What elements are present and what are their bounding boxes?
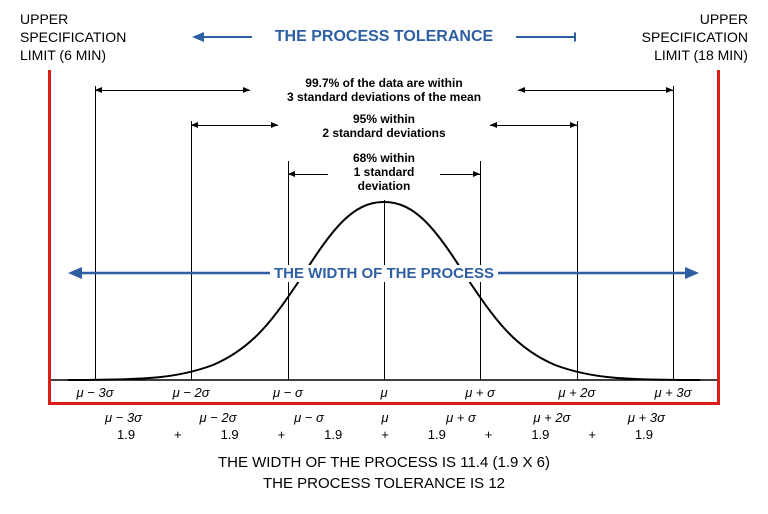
calc-mu: μ (381, 410, 388, 425)
r1-l2: 1 standard (354, 165, 415, 179)
calc-m2: μ − 2σ (200, 410, 237, 425)
axis-mu: μ (380, 385, 387, 400)
calc-v3: 1.9 (324, 427, 342, 442)
calc-p2: μ + 2σ (533, 410, 570, 425)
range-2sigma-arrow-l (191, 125, 278, 126)
axis-p1: μ + σ (465, 385, 495, 400)
axis-p3: μ + 3σ (654, 385, 691, 400)
calc-m3: μ − 3σ (105, 410, 142, 425)
r3-l2: 3 standard deviations of the mean (287, 90, 481, 104)
width-of-process-label: THE WIDTH OF THE PROCESS (270, 265, 498, 282)
r1-l3: deviation (358, 179, 411, 193)
left-spec-l2: SPECIFICATION (20, 29, 126, 45)
footer-l2: THE PROCESS TOLERANCE IS 12 (0, 473, 768, 494)
range-3sigma-arrow-l (95, 90, 250, 91)
axis-m2: μ − 2σ (173, 385, 210, 400)
tick (577, 121, 578, 129)
r2-l1: 95% within (353, 112, 415, 126)
range-3sigma-arrow-r (518, 90, 673, 91)
right-spec-label: UPPER SPECIFICATION LIMIT (18 MIN) (598, 10, 748, 65)
right-spec-l2: SPECIFICATION (642, 29, 748, 45)
calc-v2: 1.9 (221, 427, 239, 442)
header: UPPER SPECIFICATION LIMIT (6 MIN) THE PR… (0, 0, 768, 70)
right-spec-l3: LIMIT (18 MIN) (654, 47, 748, 63)
calc-plus: + (174, 427, 182, 442)
sigma-line-m3 (95, 90, 96, 380)
range-1sigma-label: 68% within 1 standard deviation (353, 152, 415, 193)
tick (480, 161, 481, 169)
calc-p1: μ + σ (446, 410, 476, 425)
tick (673, 86, 674, 94)
right-spec-l1: UPPER (700, 11, 748, 27)
left-spec-l1: UPPER (20, 11, 68, 27)
calc-v5: 1.9 (531, 427, 549, 442)
calc-m1: μ − σ (294, 410, 324, 425)
sigma-line-p3 (673, 90, 674, 380)
range-3sigma-label: 99.7% of the data are within 3 standard … (287, 76, 481, 104)
sigma-line-p2 (577, 125, 578, 380)
axis-m3: μ − 3σ (77, 385, 114, 400)
calc-row: μ − 3σ μ − 2σ μ − σ μ μ + σ μ + 2σ μ + 3… (95, 410, 675, 442)
calc-v4: 1.9 (428, 427, 446, 442)
r3-l1: 99.7% of the data are within (305, 76, 462, 90)
left-spec-label: UPPER SPECIFICATION LIMIT (6 MIN) (20, 10, 170, 65)
chart-area: 99.7% of the data are within 3 standard … (48, 70, 720, 405)
arrow-right-icon (516, 29, 576, 45)
calc-p3: μ + 3σ (628, 410, 665, 425)
calc-plus: + (278, 427, 286, 442)
calc-plus: + (381, 427, 389, 442)
r1-l1: 68% within (353, 151, 415, 165)
left-spec-l3: LIMIT (6 MIN) (20, 47, 106, 63)
calc-v6: 1.9 (635, 427, 653, 442)
calc-v1: 1.9 (117, 427, 135, 442)
range-2sigma-label: 95% within 2 standard deviations (322, 112, 445, 140)
calc-plus: + (485, 427, 493, 442)
range-2sigma-arrow-r (490, 125, 577, 126)
range-1sigma-arrow-r (440, 174, 480, 175)
page-title: THE PROCESS TOLERANCE (275, 28, 493, 46)
footer: THE WIDTH OF THE PROCESS IS 11.4 (1.9 X … (0, 452, 768, 494)
arrow-left-icon (192, 29, 252, 45)
footer-l1: THE WIDTH OF THE PROCESS IS 11.4 (1.9 X … (0, 452, 768, 473)
range-1sigma-arrow-l (288, 174, 328, 175)
calc-plus: + (588, 427, 596, 442)
sigma-line-m2 (191, 125, 192, 380)
sigma-line-mu (384, 200, 385, 380)
tick (288, 161, 289, 169)
r2-l2: 2 standard deviations (322, 126, 445, 140)
axis-p2: μ + 2σ (558, 385, 595, 400)
axis-m1: μ − σ (273, 385, 303, 400)
